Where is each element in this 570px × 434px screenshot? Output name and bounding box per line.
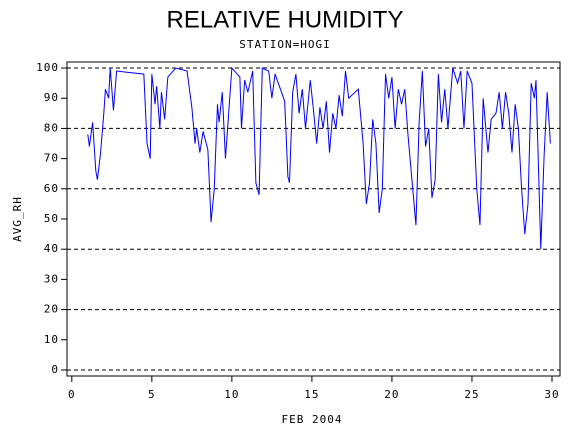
y-tick-label: 50: [44, 212, 59, 225]
y-tick-label: 80: [44, 121, 59, 134]
y-axis-label: AVG_RH: [11, 196, 24, 242]
y-tick-label: 10: [44, 333, 59, 346]
x-tick-label: 25: [464, 388, 479, 401]
y-tick-label: 30: [44, 272, 59, 285]
y-tick-label: 20: [44, 303, 59, 316]
y-tick-label: 70: [44, 152, 59, 165]
x-tick-label: 30: [544, 388, 559, 401]
y-tick-label: 40: [44, 242, 59, 255]
x-tick-label: 5: [148, 388, 156, 401]
x-tick-label: 0: [68, 388, 76, 401]
y-tick-label: 100: [36, 61, 59, 74]
y-tick-label: 90: [44, 91, 59, 104]
x-tick-label: 15: [304, 388, 319, 401]
chart-title: RELATIVE HUMIDITY: [167, 6, 404, 33]
x-tick-label: 10: [224, 388, 239, 401]
chart-subtitle: STATION=HOGI: [239, 38, 330, 51]
data-line: [87, 66, 551, 250]
x-tick-label: 20: [384, 388, 399, 401]
y-tick-label: 60: [44, 182, 59, 195]
y-tick-label: 0: [51, 363, 59, 376]
x-axis-label: FEB 2004: [282, 413, 343, 426]
